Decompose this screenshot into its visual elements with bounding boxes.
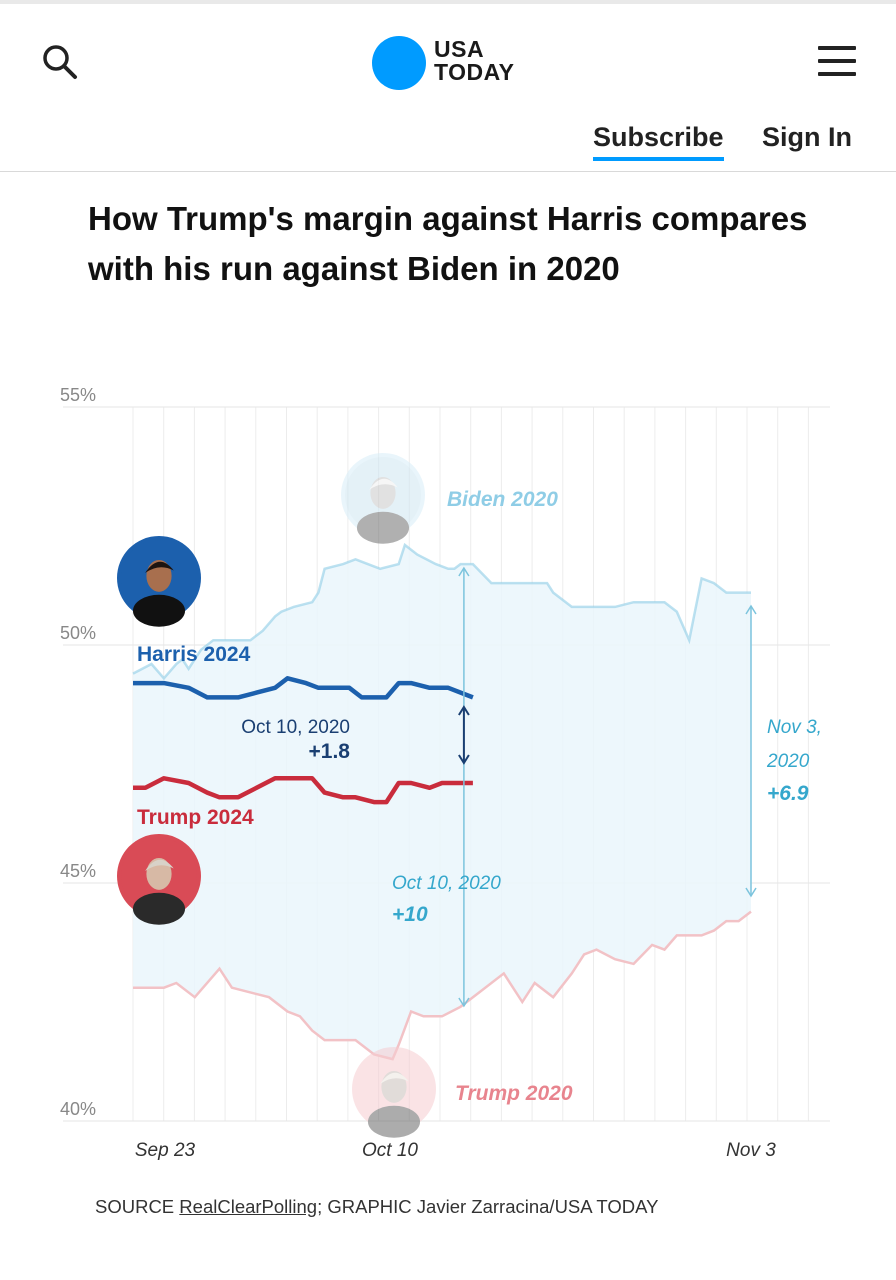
search-icon[interactable] (40, 42, 80, 82)
hamburger-menu-icon[interactable] (818, 44, 858, 80)
series-label-harris-2024: Harris 2024 (137, 643, 251, 666)
margin-arrow-nov3-2020 (745, 604, 757, 898)
source-link[interactable]: RealClearPolling (179, 1196, 318, 1217)
y-tick-label: 55% (60, 385, 96, 405)
annotation-oct10-2024-date: Oct 10, 2020 (241, 717, 350, 738)
biden-portrait (341, 453, 425, 544)
annotation-oct10-2020-value: +10 (392, 903, 428, 926)
series-line-harris-2024 (133, 676, 474, 700)
source-prefix: SOURCE (95, 1196, 180, 1217)
x-tick-label: Oct 10 (362, 1140, 418, 1161)
series-label-trump-2020: Trump 2020 (455, 1082, 573, 1105)
source-suffix: ; GRAPHIC Javier Zarracina/USA TODAY (317, 1196, 659, 1217)
top-strip (0, 0, 896, 4)
y-tick-label: 50% (60, 623, 96, 643)
annotation-nov3-date-1: Nov 3, (767, 717, 822, 738)
chart-title: How Trump's margin against Harris compar… (88, 200, 808, 287)
margin-2020-area (133, 545, 751, 1060)
margin-arrow-oct10-2020 (458, 566, 470, 1008)
series-line-biden-2020 (132, 542, 751, 681)
logo-dot (372, 36, 426, 90)
trump-portrait-2024 (117, 834, 201, 925)
annotation-nov3-date-2: 2020 (766, 751, 810, 772)
harris-portrait (117, 536, 201, 627)
usa-today-logo[interactable]: USA TODAY (372, 36, 542, 94)
series-label-trump-2024: Trump 2024 (137, 806, 254, 829)
trump-portrait-2020 (352, 1047, 436, 1138)
x-tick-label: Sep 23 (135, 1140, 196, 1161)
series-line-trump-2020 (133, 910, 752, 1061)
y-tick-label: 40% (60, 1099, 96, 1119)
subscribe-link[interactable]: Subscribe (593, 122, 724, 161)
annotation-oct10-2020-date: Oct 10, 2020 (392, 873, 501, 894)
y-tick-label: 45% (60, 861, 96, 881)
site-header: USA TODAY Subscribe Sign In (0, 4, 896, 172)
logo-text: USA TODAY (434, 36, 515, 85)
series-line-trump-2024 (133, 776, 473, 805)
x-tick-label: Nov 3 (726, 1140, 776, 1161)
series-label-biden-2020: Biden 2020 (447, 488, 558, 511)
source-credit: SOURCE RealClearPolling; GRAPHIC Javier … (95, 1196, 658, 1218)
sign-in-link[interactable]: Sign In (762, 122, 852, 152)
annotation-oct10-2024-value: +1.8 (309, 740, 351, 763)
annotation-nov3-value: +6.9 (767, 782, 809, 805)
margin-arrow-oct10-2024 (458, 705, 470, 765)
